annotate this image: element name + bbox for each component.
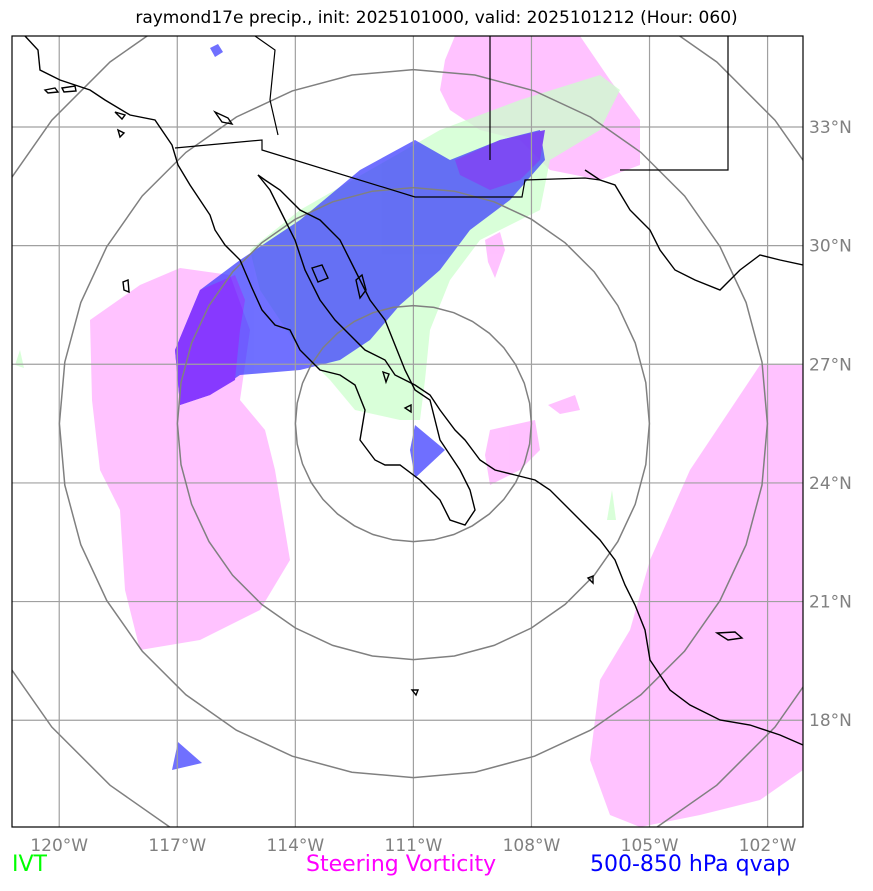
qvap-region-dark-west [175, 275, 245, 405]
lon-tick-label: 111°W [385, 836, 443, 856]
range-ring-3 [58, 68, 769, 779]
island-carmen [381, 370, 390, 385]
island-espiritu [403, 403, 412, 414]
lon-tick-label: 105°W [621, 836, 679, 856]
lat-tick-label: 24°N [809, 474, 852, 494]
island-channel-a [43, 87, 60, 94]
island-channel-b [60, 85, 77, 93]
lat-tick-label: 18°N [809, 711, 852, 731]
vorticity-region-small [548, 395, 580, 414]
ivt-region-small-east [607, 490, 616, 520]
legend-steering-vorticity: Steering Vorticity [306, 852, 497, 877]
vorticity-region-east [590, 365, 803, 827]
border-ca-az [254, 36, 279, 136]
lat-tick-label: 21°N [809, 593, 852, 613]
vorticity-region-spike [485, 232, 505, 278]
border-nm-tx [620, 36, 729, 171]
coastline-us-texas [584, 169, 803, 291]
qvap-region-dark-north [455, 130, 545, 190]
lon-tick-label: 108°W [503, 836, 561, 856]
coastline-baja-pacific [24, 36, 476, 526]
island-guadalupe [586, 574, 594, 585]
coastlines [24, 36, 803, 746]
country-borders [174, 36, 729, 198]
lat-tick-label: 33°N [809, 118, 852, 138]
coastline-gulf-east [257, 174, 803, 746]
range-ring-1 [294, 304, 533, 543]
island-cedros [122, 278, 130, 294]
latitude-tick-labels: 18°N 21°N 24°N 27°N 30°N 33°N [809, 118, 852, 731]
qvap-region-gulf [410, 425, 445, 478]
island-angel [355, 273, 367, 300]
map-frame [11, 35, 804, 828]
qvap-region-main [175, 130, 545, 405]
border-us-mexico [174, 139, 601, 198]
longitude-tick-labels: 120°W 117°W 114°W 111°W 108°W 105°W 102°W [30, 836, 796, 856]
lat-tick-label: 30°N [809, 237, 852, 257]
range-ring-2 [176, 186, 651, 661]
qvap-region-small-south [172, 742, 202, 770]
qvap-field [172, 44, 545, 770]
vorticity-region-gulf [485, 420, 540, 485]
lon-tick-label: 102°W [739, 836, 797, 856]
qvap-region-small-north [210, 44, 223, 57]
lat-tick-label: 27°N [809, 355, 852, 375]
lon-tick-label: 120°W [30, 836, 88, 856]
lon-tick-label: 117°W [148, 836, 206, 856]
lon-tick-label: 114°W [266, 836, 324, 856]
island-channel-d [116, 128, 126, 139]
island-catalina [212, 110, 234, 126]
map-title: raymond17e precip., init: 2025101000, va… [135, 8, 738, 28]
ivt-region-small-west [15, 350, 24, 368]
island-socorro [410, 689, 420, 697]
legend-qvap: 500-850 hPa qvap [590, 852, 791, 877]
legend-ivt: IVT [12, 852, 47, 877]
island-channel-c [114, 111, 127, 121]
island-tiburon [311, 264, 329, 283]
island-tres-marias [714, 631, 744, 641]
